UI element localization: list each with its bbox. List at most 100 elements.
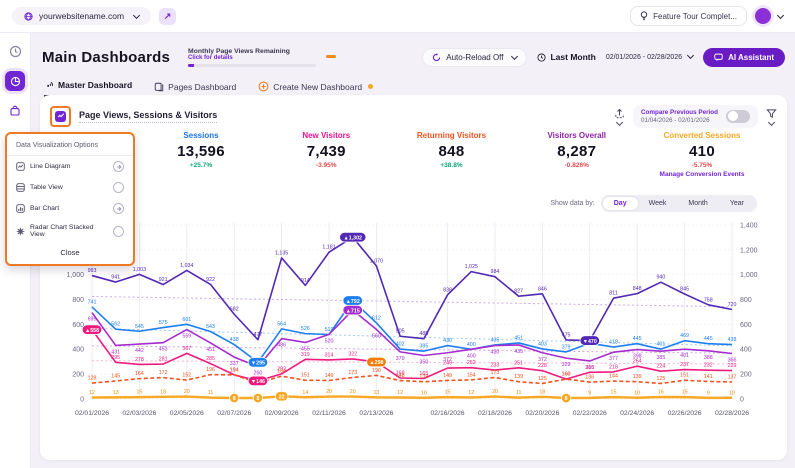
- svg-text:237: 237: [680, 362, 689, 368]
- svg-text:486: 486: [277, 343, 286, 349]
- granularity-option-day[interactable]: Day: [602, 197, 638, 210]
- popup-close-button[interactable]: Close: [60, 248, 80, 257]
- svg-text:1,034: 1,034: [180, 263, 193, 269]
- metric-returning-visitors: Returning Visitors 848 +38.8%: [409, 131, 495, 178]
- svg-text:139: 139: [633, 374, 642, 380]
- feature-tour-button[interactable]: Feature Tour Complet...: [630, 6, 747, 26]
- metric-label: Visitors Overall: [547, 131, 607, 140]
- user-menu[interactable]: [755, 8, 785, 24]
- option-trailing-control[interactable]: [113, 161, 124, 172]
- svg-text:720: 720: [728, 302, 737, 308]
- export-button[interactable]: [614, 108, 625, 126]
- option-trailing-control[interactable]: [113, 182, 124, 193]
- monthly-details-link[interactable]: Click for details: [188, 54, 233, 61]
- svg-text:400: 400: [740, 347, 752, 354]
- date-range-selector[interactable]: 02/01/2026 - 02/28/2026: [606, 52, 695, 61]
- metric-converted-sessions: Converted Sessions 410 -5.75% Manage Con…: [659, 131, 745, 178]
- svg-text:149: 149: [325, 373, 334, 379]
- toggle-knob: [727, 111, 738, 121]
- option-bar-chart[interactable]: Bar Chart: [7, 198, 133, 219]
- page-title: Main Dashboards: [42, 48, 171, 66]
- svg-text:385: 385: [419, 344, 428, 350]
- svg-text:564: 564: [277, 321, 286, 327]
- clock-icon: [537, 52, 546, 62]
- svg-text:136: 136: [585, 375, 594, 381]
- granularity-option-year[interactable]: Year: [729, 200, 744, 207]
- svg-text:125: 125: [656, 376, 665, 382]
- svg-text:8: 8: [233, 396, 236, 402]
- svg-text:20: 20: [350, 389, 356, 395]
- tab-pages-dashboard[interactable]: Pages Dashboard: [154, 82, 236, 97]
- svg-text:▲715: ▲715: [346, 308, 360, 314]
- svg-text:▼470: ▼470: [583, 339, 597, 345]
- compare-toggle[interactable]: [726, 109, 750, 123]
- user-avatar: [755, 8, 771, 24]
- period-selector[interactable]: Last Month: [537, 52, 596, 62]
- granularity-option-week[interactable]: Week: [648, 200, 667, 207]
- ai-assistant-button[interactable]: AI Assistant: [703, 47, 785, 67]
- svg-text:914: 914: [301, 278, 310, 284]
- open-site-button[interactable]: ↗: [159, 7, 177, 25]
- orange-dash-indicator: [326, 54, 337, 58]
- monthly-progress-fill: [188, 63, 195, 67]
- svg-text:▲792: ▲792: [346, 299, 360, 305]
- tab-create-new-dashboard[interactable]: Create New Dashboard: [258, 81, 374, 97]
- tab-label: Create New Dashboard: [273, 81, 363, 92]
- svg-text:12: 12: [89, 390, 95, 396]
- panel-title: Page Views, Sessions & Visitors: [79, 110, 218, 123]
- svg-text:02/26/2026: 02/26/2026: [668, 410, 702, 417]
- svg-text:559: 559: [182, 334, 191, 340]
- option-table-view[interactable]: Table View: [7, 177, 133, 198]
- svg-text:249: 249: [443, 361, 452, 367]
- svg-text:▼146: ▼146: [251, 379, 265, 385]
- granularity-option-month[interactable]: Month: [688, 200, 708, 207]
- sidebar-item-target[interactable]: [5, 41, 25, 61]
- svg-text:526: 526: [301, 326, 310, 332]
- option-radar-chart-stacked-view[interactable]: Radar Chart Stacked View: [7, 219, 133, 243]
- metric-label: Returning Visitors: [416, 131, 487, 140]
- visualization-options-button[interactable]: [50, 105, 71, 127]
- option-trailing-control[interactable]: [113, 203, 124, 214]
- svg-text:264: 264: [633, 359, 642, 365]
- svg-text:372: 372: [538, 357, 547, 363]
- chat-icon: [714, 53, 723, 61]
- svg-text:941: 941: [111, 275, 120, 281]
- svg-text:453: 453: [159, 347, 168, 353]
- svg-text:152: 152: [182, 373, 191, 379]
- auto-reload-dropdown[interactable]: Auto-Reload Off: [422, 47, 528, 67]
- master-dashboard-icon: [47, 81, 53, 87]
- filter-button[interactable]: [766, 108, 777, 126]
- svg-text:1,400: 1,400: [740, 222, 758, 229]
- option-trailing-control[interactable]: [113, 225, 124, 237]
- line-chart-icon: [16, 162, 25, 171]
- site-selector[interactable]: yourwebsitename.com: [12, 7, 152, 25]
- svg-text:218: 218: [609, 364, 618, 370]
- compare-label: Compare Previous Period: [641, 108, 718, 116]
- svg-text:993: 993: [88, 268, 97, 274]
- granularity-group: Day Week Month Year: [600, 195, 757, 212]
- svg-text:125: 125: [538, 376, 547, 382]
- svg-text:1,070: 1,070: [370, 259, 383, 265]
- notification-dot: [368, 84, 374, 89]
- feature-tour-label: Feature Tour Complet...: [653, 11, 737, 21]
- svg-text:543: 543: [206, 324, 215, 330]
- svg-text:173: 173: [491, 370, 500, 376]
- data-visualization-options-popup: Data Visualization Options Line Diagram …: [5, 132, 135, 266]
- sidebar-item-bag[interactable]: [5, 101, 25, 121]
- compare-range: 01/04/2026 - 02/01/2026: [641, 116, 710, 124]
- chart-svg[interactable]: 0 0 200 200 400 400 600 600 800 800 1,000 1,000 1,20…: [44, 213, 783, 425]
- sidebar-item-dashboards[interactable]: [5, 71, 25, 91]
- svg-text:811: 811: [609, 291, 617, 297]
- external-link-icon: ↗: [163, 10, 172, 21]
- page-header: Main Dashboards Monthly Page Views Remai…: [42, 39, 785, 75]
- svg-text:164: 164: [135, 371, 144, 377]
- svg-text:172: 172: [159, 370, 168, 376]
- metric-visitors-overall: Visitors Overall 8,287 -0.826%: [534, 131, 620, 178]
- ai-assistant-label: AI Assistant: [728, 52, 774, 62]
- manage-conversion-events-link[interactable]: Manage Conversion Events: [659, 171, 745, 178]
- option-line-diagram[interactable]: Line Diagram: [7, 156, 133, 177]
- svg-text:800: 800: [72, 297, 84, 304]
- show-data-by-label: Show data by:: [550, 200, 595, 207]
- svg-text:921: 921: [159, 277, 168, 283]
- option-label: Radar Chart Stacked View: [30, 224, 94, 238]
